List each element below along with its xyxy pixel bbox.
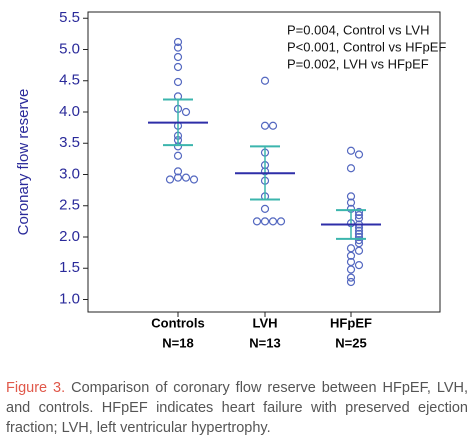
data-point (354, 232, 364, 242)
plot-frame (87, 11, 441, 313)
y-tick-label: 5.0 (59, 40, 80, 57)
data-point (346, 251, 356, 260)
data-point (181, 107, 191, 117)
data-point (346, 244, 356, 253)
data-point (173, 167, 183, 176)
data-point (173, 43, 183, 52)
y-tick-label: 3.0 (59, 165, 80, 182)
data-point (354, 246, 364, 255)
y-tick-label: 2.0 (59, 228, 80, 245)
data-point (346, 192, 356, 201)
data-point (165, 175, 175, 184)
data-point (346, 198, 356, 207)
data-point (252, 217, 262, 226)
caption: Figure 3. Comparison of coronary flow re… (6, 378, 468, 441)
data-point (354, 261, 364, 270)
annotation: P<0.001, Control vs HFpEF (287, 39, 446, 54)
chart: Coronary flow reserve P=0.004, Control v… (15, 9, 446, 350)
data-point (346, 164, 356, 173)
y-tick-label: 3.5 (59, 134, 80, 151)
data-point (346, 277, 356, 287)
annotation: P=0.004, Control vs LVH (287, 22, 429, 37)
x-tick-label: HFpEF (330, 315, 372, 330)
x-tick-sublabel: N=18 (162, 335, 193, 350)
annotation: P=0.002, LVH vs HFpEF (287, 56, 429, 71)
y-axis-label: Coronary flow reserve (15, 89, 32, 236)
data-point (346, 265, 356, 274)
caption-text: Comparison of coronary flow reserve betw… (6, 380, 468, 436)
data-point (173, 173, 183, 182)
data-point (189, 175, 199, 184)
data-point (354, 150, 364, 159)
y-tick-label: 1.5 (59, 259, 80, 276)
data-point (354, 207, 364, 217)
caption-label: Figure 3. (6, 380, 66, 396)
data-point (173, 37, 183, 47)
y-tick-label: 2.5 (59, 197, 80, 214)
data-point (260, 121, 270, 130)
x-tick-sublabel: N=13 (249, 335, 280, 350)
data-point (260, 76, 270, 85)
data-point (354, 211, 364, 220)
data-point (354, 214, 364, 223)
data-point (346, 146, 356, 155)
data-point (173, 151, 183, 160)
y-tick-label: 4.5 (59, 72, 80, 89)
data-point (354, 226, 364, 235)
data-point (260, 204, 270, 213)
data-point (268, 217, 278, 226)
y-tick-label: 5.5 (59, 9, 80, 26)
data-point (173, 62, 183, 72)
x-tick-label: Controls (151, 315, 204, 330)
data-point (354, 229, 364, 238)
y-tick-label: 4.0 (59, 103, 80, 120)
data-point (260, 217, 270, 226)
data-point (268, 121, 278, 130)
y-tick-label: 1.0 (59, 290, 80, 307)
data-point (276, 217, 286, 226)
data-point (173, 52, 183, 62)
x-tick-label: LVH (252, 315, 277, 330)
data-point (354, 236, 364, 245)
data-point (173, 77, 183, 87)
data-point (346, 273, 356, 282)
x-tick-sublabel: N=25 (335, 335, 366, 350)
data-point (181, 173, 191, 182)
